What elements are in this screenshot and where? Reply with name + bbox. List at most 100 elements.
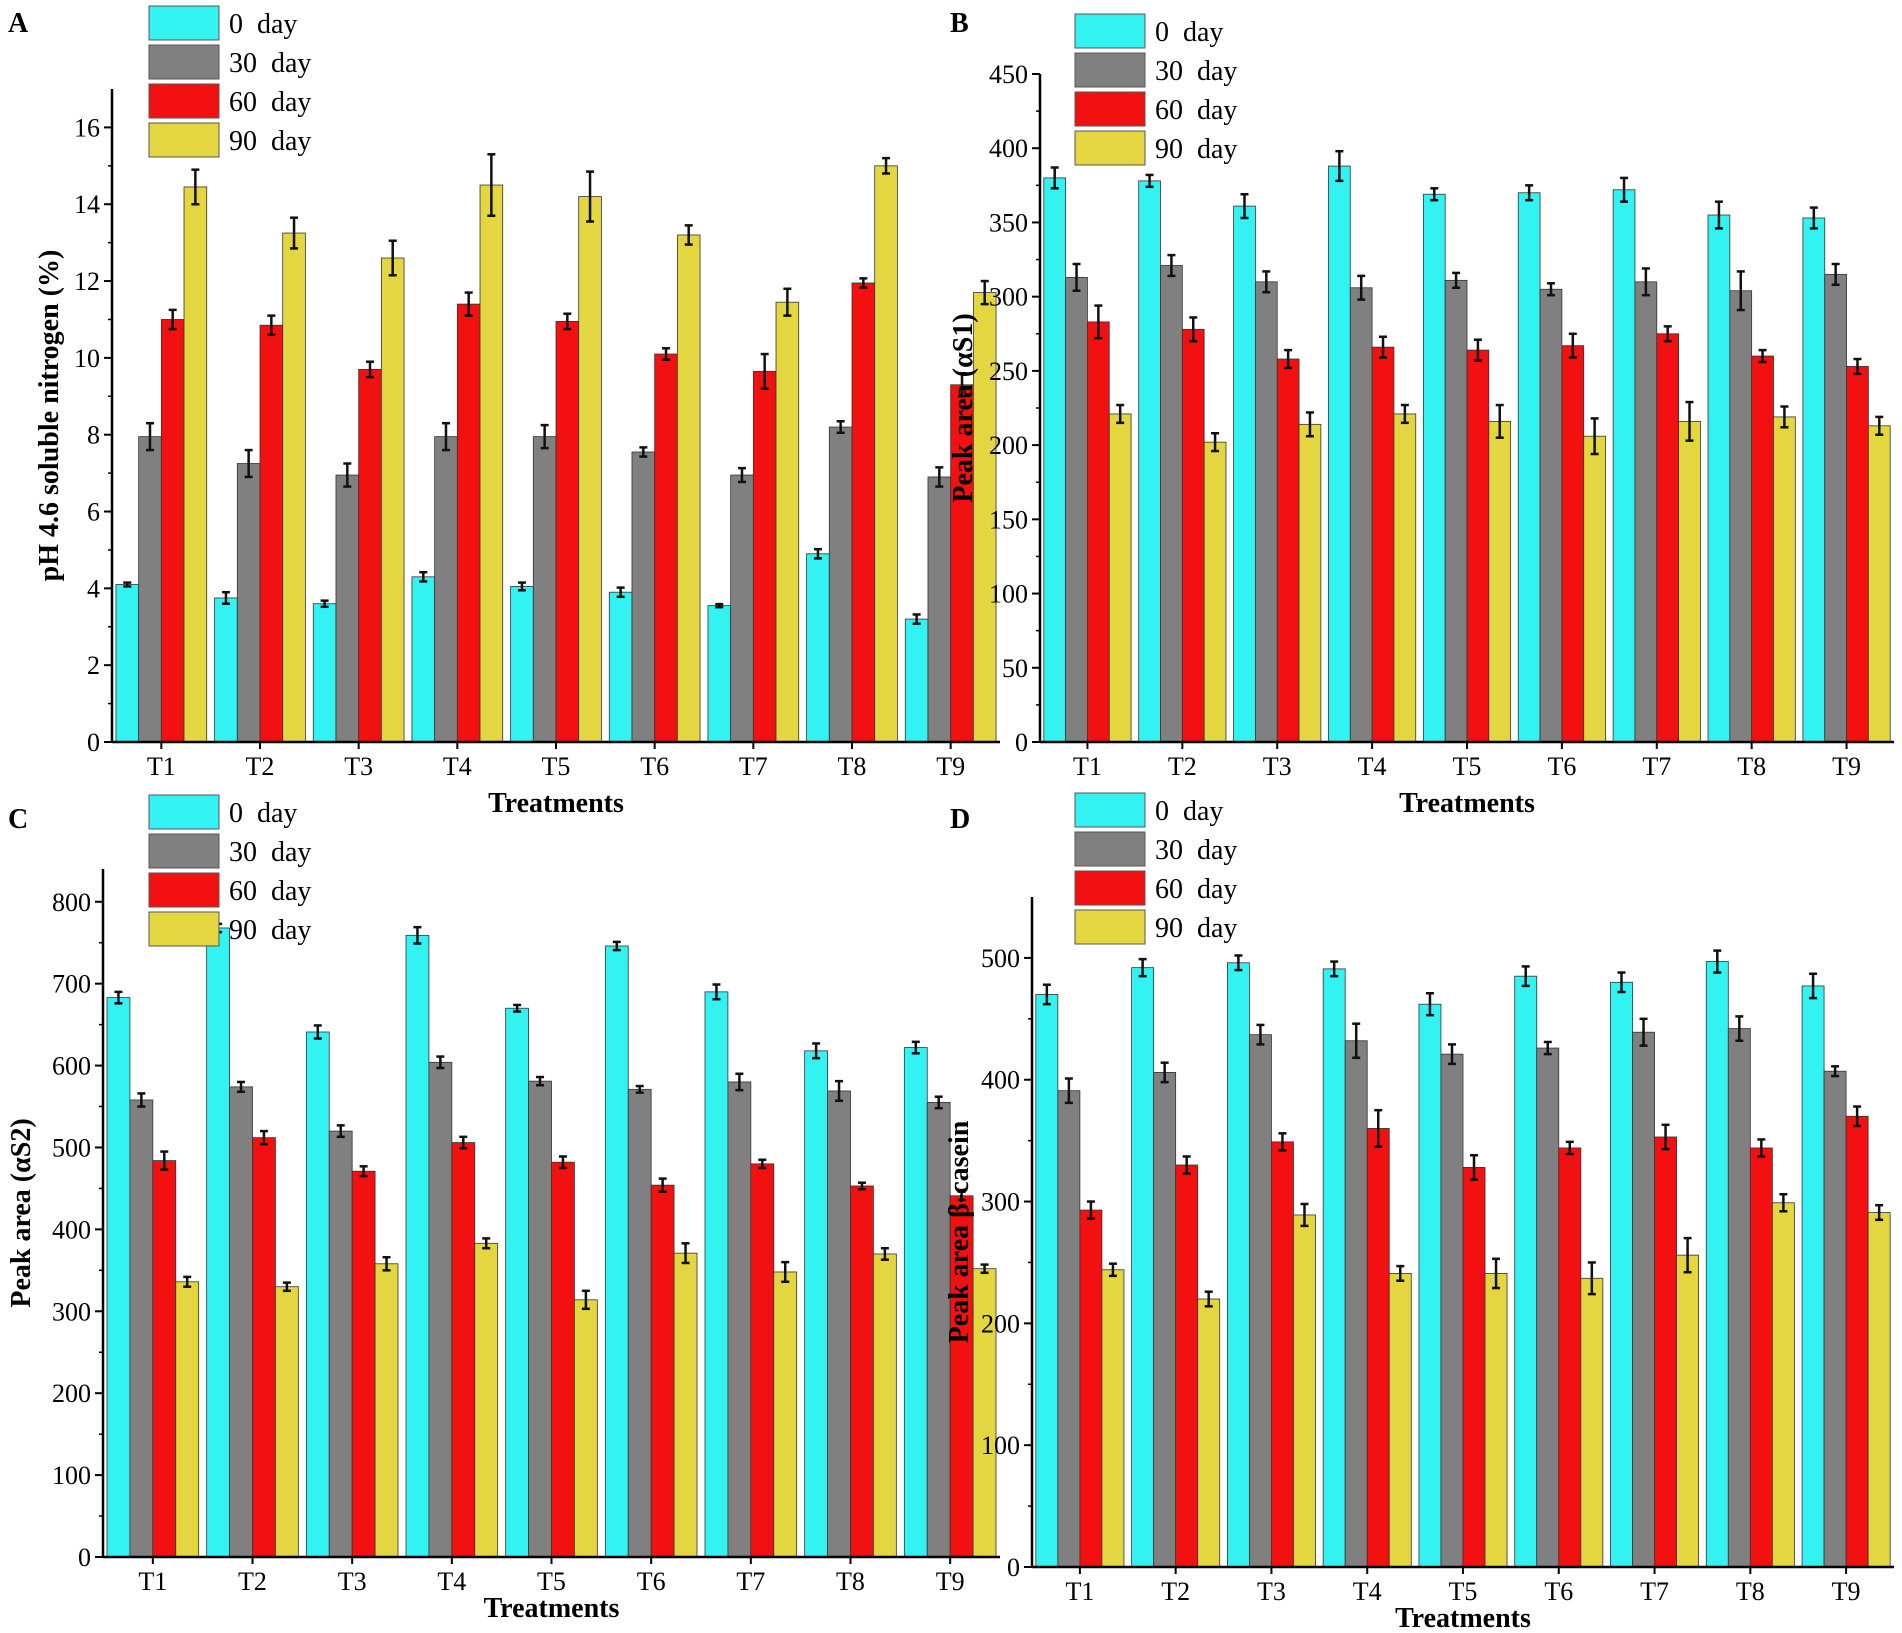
bar-D-T1-s0 — [1035, 994, 1059, 1568]
x-tick-label: T9 — [1832, 1577, 1861, 1606]
x-tick-label: T1 — [1073, 752, 1102, 781]
bar-D-T7-s3 — [1676, 1254, 1700, 1568]
bar-D-T7-s0 — [1610, 981, 1633, 1568]
y-tick-label: 200 — [981, 1309, 1020, 1338]
x-tick-label: T2 — [1168, 752, 1197, 781]
legend-swatch-0 — [1074, 792, 1146, 828]
x-tick-label: T3 — [338, 1567, 367, 1596]
bar-D-T9-s2 — [1845, 1115, 1869, 1568]
bar-C-T4-s0 — [405, 934, 430, 1558]
y-axis-title: Peak area (αS1) — [948, 313, 979, 502]
y-tick-label: 700 — [52, 970, 91, 999]
y-tick-label: 350 — [989, 208, 1028, 237]
bar-B-T2-s1 — [1160, 265, 1183, 743]
panel-letter: A — [8, 8, 29, 39]
bar-D-T3-s3 — [1293, 1214, 1316, 1568]
bar-B-T6-s3 — [1583, 435, 1606, 743]
bar-B-T4-s3 — [1393, 413, 1417, 743]
bar-A-T8-s1 — [828, 426, 853, 743]
y-tick-label: 800 — [52, 888, 91, 917]
bar-B-T4-s0 — [1328, 165, 1351, 743]
panel-D: D 0 100 200 300 400 500 T1 T2 T3 T4 T5 T6 T7 T8 T9 Treat… — [944, 792, 1894, 1633]
legend-swatch-0 — [1074, 13, 1146, 49]
bar-A-T7-s0 — [707, 605, 732, 743]
x-tick-label: T3 — [344, 752, 373, 781]
bar-C-T6-s3 — [673, 1252, 698, 1558]
bar-A-T7-s3 — [775, 301, 800, 743]
bar-C-T8-s0 — [804, 1050, 828, 1558]
bar-C-T1-s0 — [106, 997, 131, 1558]
bar-D-T2-s1 — [1153, 1072, 1177, 1568]
bar-D-T5-s0 — [1418, 1003, 1442, 1568]
legend-swatch-3 — [148, 911, 220, 947]
legend-label: 0 day — [1155, 796, 1223, 827]
bar-C-T3-s2 — [351, 1170, 376, 1558]
bar-B-T6-s2 — [1561, 345, 1585, 743]
bar-D-T8-s1 — [1727, 1028, 1751, 1568]
panel-B: B 0 50 100 150 200 250 300 350 400 450 T1 T2 T3 T4 T5 T6… — [948, 8, 1894, 819]
bar-C-T1-s3 — [175, 1281, 200, 1558]
legend-label: 90 day — [1155, 134, 1237, 165]
bar-B-T2-s3 — [1203, 441, 1227, 743]
bar-A-T1-s2 — [160, 319, 185, 743]
x-axis-title: Treatments — [1395, 1603, 1531, 1633]
bar-A-T7-s1 — [730, 474, 754, 743]
x-tick-label: T9 — [1832, 752, 1861, 781]
bar-C-T4-s3 — [474, 1242, 499, 1558]
legend-swatch-1 — [1074, 831, 1146, 867]
bar-C-T4-s1 — [428, 1061, 453, 1558]
x-tick-label: T9 — [936, 1567, 965, 1596]
bar-D-T8-s3 — [1771, 1202, 1795, 1568]
y-tick-label: 200 — [52, 1379, 91, 1408]
bar-C-T3-s0 — [305, 1031, 330, 1558]
bar-C-T2-s1 — [229, 1086, 253, 1558]
bar-D-T5-s2 — [1462, 1167, 1486, 1568]
bar-C-T6-s1 — [627, 1088, 652, 1558]
x-tick-label: T8 — [1737, 752, 1766, 781]
y-tick-label: 10 — [74, 344, 100, 373]
x-tick-label: T4 — [437, 1567, 466, 1596]
bar-D-T2-s3 — [1197, 1298, 1221, 1568]
x-tick-label: T1 — [1065, 1577, 1094, 1606]
y-tick-label: 0 — [87, 728, 100, 757]
x-tick-label: T7 — [736, 1567, 765, 1596]
bar-B-T7-s1 — [1634, 281, 1658, 743]
bar-C-T2-s0 — [206, 927, 230, 1558]
y-tick-label: 450 — [989, 60, 1028, 89]
x-tick-label: T8 — [836, 1567, 865, 1596]
bar-C-T5-s0 — [505, 1007, 529, 1558]
bar-C-T1-s2 — [152, 1160, 177, 1558]
bar-A-T3-s0 — [312, 603, 337, 743]
bar-C-T2-s3 — [275, 1286, 299, 1558]
bar-B-T9-s2 — [1846, 366, 1869, 743]
y-tick-label: 12 — [74, 267, 100, 296]
bar-B-T6-s0 — [1517, 192, 1541, 743]
legend-label: 60 day — [229, 87, 311, 118]
bar-B-T9-s0 — [1802, 217, 1826, 743]
bar-A-T1-s0 — [115, 584, 140, 743]
bar-A-T1-s3 — [183, 186, 208, 743]
bar-D-T6-s1 — [1536, 1047, 1560, 1568]
legend-label: 30 day — [1155, 835, 1237, 866]
x-tick-label: T9 — [936, 752, 965, 781]
y-axis-title: pH 4.6 soluble nitrogen (%) — [34, 250, 65, 582]
bar-A-T2-s3 — [282, 232, 306, 743]
y-tick-label: 4 — [87, 574, 100, 603]
x-tick-label: T4 — [1353, 1577, 1382, 1606]
bar-A-T5-s2 — [555, 320, 580, 743]
x-tick-label: T7 — [1640, 1577, 1669, 1606]
x-tick-label: T6 — [640, 752, 669, 781]
panel-letter: C — [8, 804, 28, 835]
x-tick-label: T3 — [1257, 1577, 1286, 1606]
legend-swatch-3 — [1074, 909, 1146, 945]
bar-A-T5-s3 — [578, 196, 602, 743]
x-tick-label: T5 — [1449, 1577, 1478, 1606]
bar-C-T2-s2 — [252, 1137, 276, 1558]
bar-D-T7-s2 — [1654, 1136, 1677, 1568]
bar-B-T5-s1 — [1444, 279, 1468, 743]
bar-A-T4-s3 — [479, 184, 504, 743]
bar-D-T1-s2 — [1079, 1209, 1103, 1568]
bar-D-T3-s2 — [1271, 1141, 1294, 1568]
x-tick-label: T2 — [246, 752, 275, 781]
